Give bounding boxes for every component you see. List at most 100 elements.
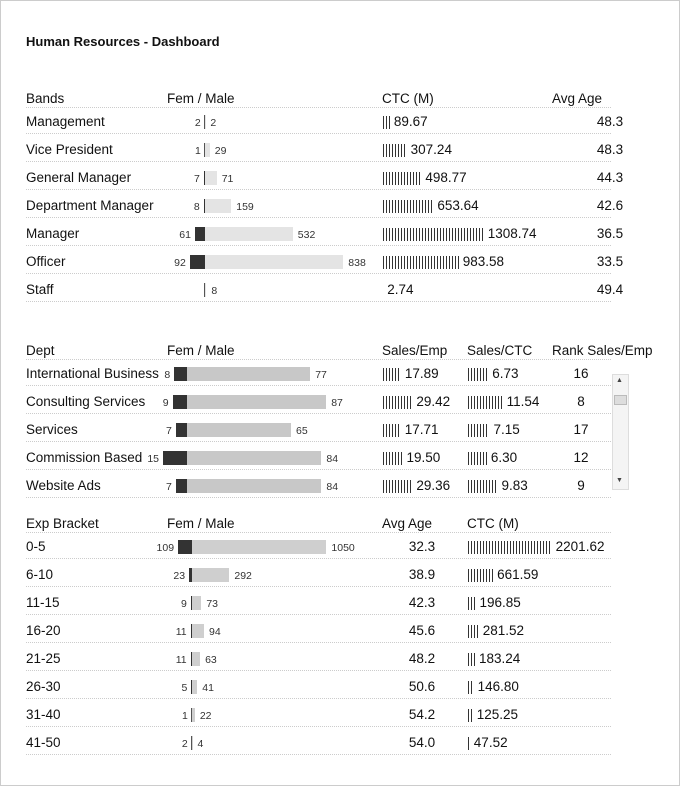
male-label: 1050 — [331, 542, 355, 554]
pipe-bar — [468, 625, 479, 638]
title: Human Resources - Dashboard — [26, 34, 220, 49]
fem-label: 9 — [181, 598, 187, 610]
value-label: 42.3 — [408, 595, 436, 610]
male-bar — [192, 568, 230, 582]
row-label: 31-40 — [26, 707, 61, 722]
row-separator — [26, 586, 611, 587]
value-label: 32.3 — [408, 539, 436, 554]
male-bar — [187, 479, 322, 493]
column-header: Sales/CTC — [467, 343, 533, 358]
value-label: 45.6 — [408, 623, 436, 638]
male-bar — [187, 423, 291, 437]
value-label: 307.24 — [410, 142, 452, 157]
row-label: Services — [26, 422, 78, 437]
pipe-bar — [383, 452, 403, 465]
scroll-thumb[interactable] — [614, 395, 627, 405]
pipe-bar — [468, 541, 552, 554]
pipe-bar — [468, 681, 474, 694]
value-label: 281.52 — [482, 623, 524, 638]
fem-label: 7 — [165, 425, 172, 437]
row-separator — [26, 614, 611, 615]
fem-bar — [189, 568, 192, 582]
value-label: 125.25 — [476, 707, 519, 722]
value-label: 48.3 — [596, 114, 624, 129]
fem-bar — [190, 624, 192, 638]
row-separator — [26, 189, 611, 190]
male-bar — [192, 736, 193, 750]
value-label: 2.74 — [387, 282, 414, 297]
value-label: 19.50 — [406, 450, 441, 465]
value-label: 7.15 — [493, 422, 520, 437]
pipe-bar — [383, 368, 401, 381]
row-separator — [26, 497, 611, 498]
column-header: Exp Bracket — [26, 516, 99, 531]
row-label: 26-30 — [26, 679, 61, 694]
male-label: 63 — [205, 654, 217, 666]
column-header: CTC (M) — [467, 516, 519, 531]
male-label: 159 — [236, 201, 254, 213]
row-label: Officer — [26, 254, 66, 269]
male-label: 87 — [331, 397, 343, 409]
row-separator — [26, 301, 611, 302]
pipe-bar — [383, 200, 434, 213]
pipe-bar — [383, 228, 484, 241]
scroll-down[interactable]: ▼ — [616, 477, 623, 484]
fem-label: 8 — [164, 369, 171, 381]
column-header: Avg Age — [552, 91, 603, 106]
row-separator — [26, 726, 611, 727]
row-label: 11-15 — [26, 595, 60, 610]
fem-label: 9 — [162, 397, 169, 409]
row-separator — [26, 359, 611, 360]
row-label: Manager — [26, 226, 80, 241]
value-label: 48.2 — [408, 651, 436, 666]
pipe-bar — [383, 172, 422, 185]
value-label: 6.30 — [490, 450, 518, 465]
scrollbar[interactable]: ▲ ▼ — [612, 374, 629, 490]
row-separator — [26, 385, 611, 386]
divider — [191, 736, 192, 750]
row-label: 41-50 — [26, 735, 61, 750]
column-header: Fem / Male — [167, 91, 235, 106]
male-label: 84 — [326, 453, 339, 465]
fem-bar — [203, 199, 205, 213]
value-label: 47.52 — [473, 735, 508, 750]
fem-label: 5 — [181, 682, 188, 694]
value-label: 54.0 — [408, 735, 436, 750]
pipe-bar — [468, 569, 494, 582]
fem-label: 23 — [173, 570, 186, 582]
value-label: 9 — [577, 478, 585, 493]
pipe-bar — [383, 396, 413, 409]
pipe-bar — [468, 424, 490, 437]
value-label: 29.36 — [416, 478, 451, 493]
row-label: Vice President — [26, 142, 113, 157]
column-header: Avg Age — [382, 516, 433, 531]
pipe-bar — [468, 396, 503, 409]
value-label: 11.54 — [506, 394, 540, 409]
male-bar — [187, 367, 311, 381]
value-label: 54.2 — [408, 707, 436, 722]
male-label: 71 — [221, 173, 234, 185]
male-label: 65 — [296, 425, 308, 437]
fem-label: 11 — [175, 654, 187, 666]
row-label: 21-25 — [26, 651, 61, 666]
row-label: Commission Based — [26, 450, 143, 465]
column-header: CTC (M) — [382, 91, 434, 106]
divider — [204, 115, 205, 129]
value-label: 196.85 — [479, 595, 521, 610]
value-label: 183.24 — [478, 651, 521, 666]
fem-bar — [189, 255, 205, 269]
value-label: 50.6 — [408, 679, 436, 694]
row-label: Management — [26, 114, 105, 129]
value-label: 983.58 — [462, 254, 505, 269]
scroll-up[interactable]: ▲ — [616, 377, 623, 384]
value-label: 661.59 — [497, 567, 539, 582]
male-bar — [192, 624, 205, 638]
row-separator — [26, 642, 611, 643]
value-label: 42.6 — [596, 198, 624, 213]
fem-bar — [163, 451, 187, 465]
value-label: 36.5 — [596, 226, 624, 241]
row-separator — [26, 161, 611, 162]
male-label: 4 — [197, 738, 204, 750]
male-label: 292 — [234, 570, 252, 582]
male-label: 29 — [214, 145, 227, 157]
